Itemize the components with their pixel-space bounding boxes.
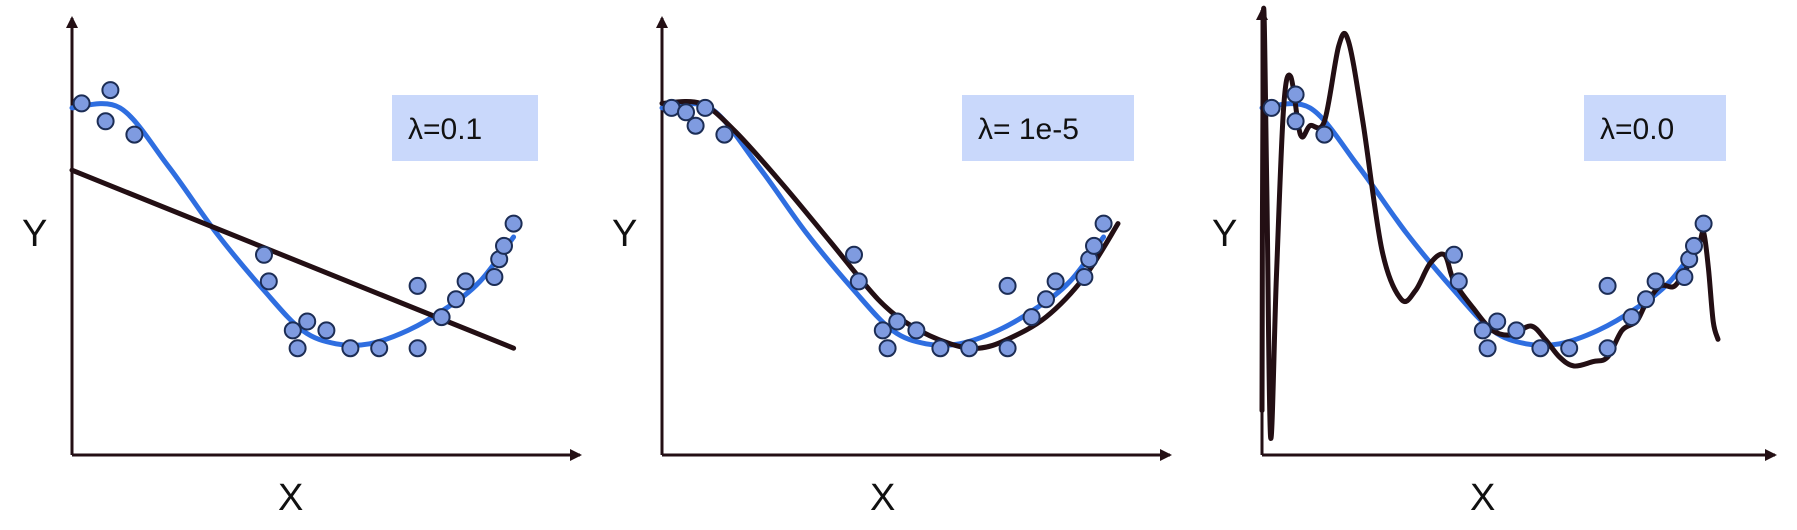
data-point (1488, 312, 1507, 331)
data-point (998, 276, 1017, 295)
panel-middle: Y X λ= 1e-5 (612, 16, 1172, 519)
x-axis-label: X (1470, 477, 1495, 519)
fitted-curve (659, 98, 1121, 351)
data-point (96, 112, 115, 131)
data-point (1473, 321, 1492, 340)
data-point (1286, 85, 1305, 104)
plot-area (659, 98, 1121, 358)
y-axis-label: Y (22, 213, 47, 255)
data-point (1598, 276, 1617, 295)
data-point (873, 321, 892, 340)
data-point (931, 339, 950, 358)
data-point (408, 276, 427, 295)
lambda-label-box (962, 95, 1134, 161)
data-point (1075, 268, 1094, 286)
data-point (259, 272, 278, 291)
data-point (101, 81, 120, 100)
data-point (1315, 125, 1334, 144)
data-point (845, 245, 863, 264)
data-point (1622, 308, 1641, 327)
data-point (456, 272, 475, 291)
data-point (1598, 339, 1617, 358)
panel-right: Y X λ=0.0 (1212, 5, 1777, 519)
data-point (888, 312, 907, 331)
data-point (686, 116, 705, 135)
data-point (1507, 321, 1526, 340)
y-axis-label: Y (1212, 213, 1237, 255)
data-point (1560, 339, 1579, 358)
data-point (1449, 272, 1468, 291)
data-point (696, 98, 715, 117)
y-axis-label: Y (612, 213, 637, 255)
data-point (907, 321, 926, 340)
data-point (485, 268, 504, 286)
lambda-label-box (1584, 95, 1726, 161)
true-function-curve (659, 101, 1107, 348)
data-point (370, 339, 389, 358)
data-point (125, 125, 144, 144)
data-point (715, 125, 734, 144)
plot-area (69, 81, 523, 358)
data-point (504, 214, 523, 233)
data-point (1445, 245, 1463, 264)
data-point (1022, 308, 1041, 327)
data-point (1637, 290, 1655, 309)
data-point (447, 290, 465, 309)
lambda-label: λ=0.1 (408, 113, 482, 146)
data-point (1531, 339, 1550, 358)
data-point (1037, 290, 1055, 309)
data-point (495, 236, 513, 255)
lambda-label-box (392, 95, 538, 161)
data-point (317, 321, 336, 340)
data-point (1094, 214, 1113, 233)
data-point (288, 339, 307, 358)
data-point (1262, 98, 1281, 117)
data-point (998, 339, 1017, 358)
data-point (341, 339, 360, 358)
data-point (1675, 268, 1694, 286)
plot-area (1259, 5, 1721, 441)
lambda-label: λ=0.0 (1600, 113, 1674, 146)
data-point (1694, 214, 1713, 233)
data-point (408, 339, 427, 358)
data-point (878, 339, 897, 358)
data-point (1646, 272, 1665, 291)
data-point (72, 94, 91, 113)
data-point (1085, 236, 1103, 255)
x-axis-label: X (870, 477, 895, 519)
data-point (849, 272, 868, 291)
fitted-curve (1259, 5, 1721, 441)
data-point (677, 103, 695, 122)
lambda-label: λ= 1e-5 (978, 113, 1079, 146)
data-point (1685, 236, 1703, 255)
data-point (283, 321, 302, 340)
true-function-curve (69, 101, 517, 348)
data-point (1286, 112, 1305, 131)
data-point (255, 245, 273, 264)
data-point (432, 308, 451, 327)
data-point (298, 312, 317, 331)
data-point (960, 339, 979, 358)
data-point (1478, 339, 1497, 358)
x-axis-label: X (278, 477, 303, 519)
data-point (1046, 272, 1065, 291)
panel-left: Y X λ=0.1 (22, 16, 582, 519)
